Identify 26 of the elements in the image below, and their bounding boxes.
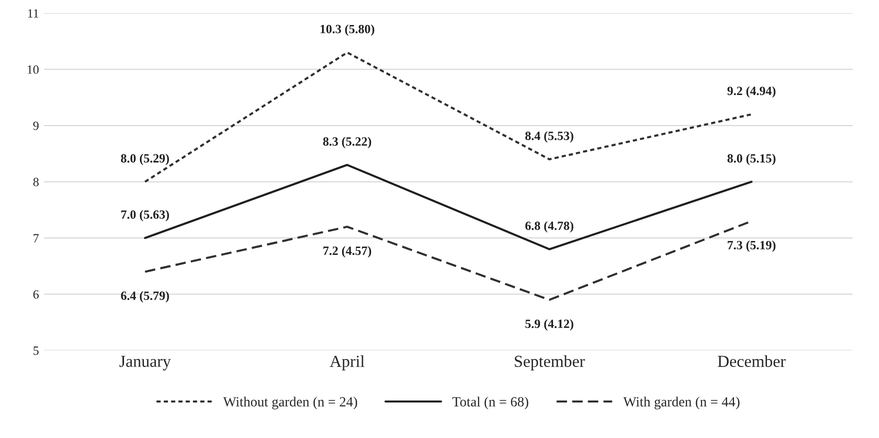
data-label: 5.9 (4.12) (525, 319, 574, 331)
data-label: 6.4 (5.79) (120, 291, 169, 302)
data-label: 8.0 (5.29) (120, 154, 169, 166)
x-tick-label: September (514, 355, 585, 370)
y-tick-label: 7 (34, 234, 39, 242)
data-label: 6.8 (4.78) (525, 221, 574, 233)
legend-label: Total (n = 68) (452, 396, 528, 410)
legend-label: With garden (n = 44) (623, 396, 740, 410)
data-label: 8.3 (5.22) (323, 136, 372, 148)
data-label: 10.3 (5.80) (320, 24, 374, 36)
x-tick-label: January (119, 356, 171, 370)
data-label: 8.0 (5.15) (727, 154, 776, 166)
y-tick-label: 10 (28, 65, 39, 74)
x-tick-label: December (718, 355, 786, 367)
data-label: 7.3 (5.19) (728, 240, 776, 252)
data-label: 7.0 (5.63) (121, 210, 169, 222)
data-label: 7.2 (4.57) (323, 246, 372, 258)
y-tick-label: 11 (28, 9, 38, 18)
data-label: 9.2 (4.94) (727, 86, 776, 98)
y-tick-label: 6 (33, 290, 39, 299)
y-tick-label: 5 (34, 346, 39, 355)
y-tick-label: 8 (33, 178, 39, 186)
y-tick-label: 9 (33, 122, 39, 130)
legend-label: Without garden (n = 24) (223, 396, 358, 410)
x-tick-label: April (330, 355, 364, 370)
data-label: 8.4 (5.53) (525, 131, 574, 143)
